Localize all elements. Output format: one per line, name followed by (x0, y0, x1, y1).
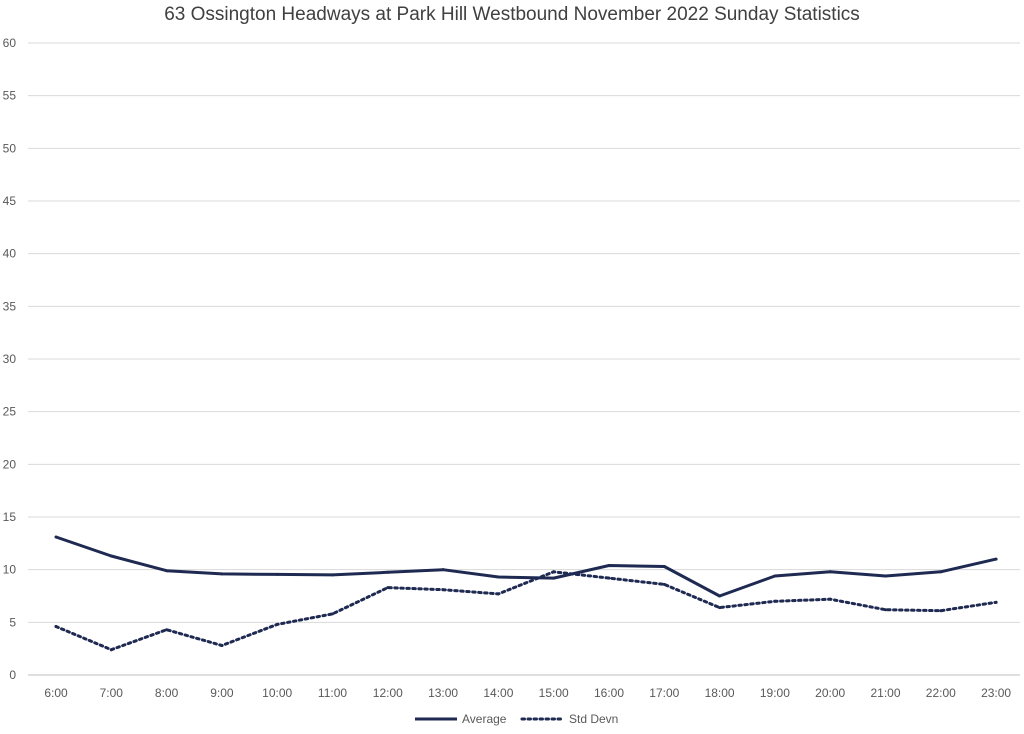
x-tick-label: 23:00 (981, 686, 1011, 700)
x-tick-label: 16:00 (594, 686, 624, 700)
data-point-average (386, 570, 390, 574)
data-point-std-devn (165, 628, 169, 632)
data-point-average (718, 594, 722, 598)
y-tick-label: 45 (3, 194, 17, 208)
data-point-average (773, 574, 777, 578)
data-point-std-devn (54, 625, 58, 629)
data-point-std-devn (828, 597, 832, 601)
data-point-average (109, 554, 113, 558)
data-point-average (607, 563, 611, 567)
series-line-std-devn (54, 570, 998, 652)
legend-label-std-devn: Std Devn (569, 712, 618, 726)
data-point-average (662, 565, 666, 569)
x-tick-label: 13:00 (428, 686, 458, 700)
data-point-std-devn (220, 644, 224, 648)
y-tick-label: 5 (9, 615, 16, 629)
data-point-std-devn (607, 576, 611, 580)
x-tick-label: 14:00 (483, 686, 513, 700)
data-point-average (441, 568, 445, 572)
data-point-std-devn (441, 588, 445, 592)
series-line-average (55, 535, 997, 598)
x-tick-label: 21:00 (870, 686, 900, 700)
data-point-std-devn (496, 592, 500, 596)
x-tick-label: 19:00 (760, 686, 790, 700)
data-point-average (939, 570, 943, 574)
data-point-average (828, 570, 832, 574)
data-point-std-devn (275, 622, 279, 626)
data-point-average (54, 535, 58, 539)
data-point-std-devn (718, 606, 722, 610)
x-tick-label: 18:00 (705, 686, 735, 700)
x-tick-label: 12:00 (373, 686, 403, 700)
x-tick-label: 10:00 (262, 686, 292, 700)
x-tick-label: 9:00 (210, 686, 234, 700)
y-tick-label: 55 (3, 89, 17, 103)
data-point-std-devn (552, 570, 556, 574)
x-tick-label: 15:00 (539, 686, 569, 700)
data-point-std-devn (662, 582, 666, 586)
data-point-std-devn (773, 599, 777, 603)
data-point-std-devn (386, 586, 390, 590)
y-tick-label: 0 (9, 668, 16, 682)
data-point-std-devn (994, 600, 998, 604)
x-tick-label: 20:00 (815, 686, 845, 700)
y-tick-label: 40 (3, 247, 17, 261)
y-tick-label: 20 (3, 457, 17, 471)
legend-label-average: Average (462, 712, 507, 726)
x-tick-label: 6:00 (44, 686, 68, 700)
data-point-std-devn (109, 648, 113, 652)
x-tick-label: 17:00 (649, 686, 679, 700)
y-tick-label: 60 (3, 36, 17, 50)
data-point-std-devn (884, 608, 887, 612)
data-point-average (884, 574, 887, 578)
y-tick-label: 35 (3, 299, 17, 313)
data-point-std-devn (331, 612, 334, 616)
data-point-average (220, 572, 224, 576)
y-tick-label: 10 (3, 563, 17, 577)
data-point-average (275, 572, 279, 576)
x-tick-label: 8:00 (155, 686, 179, 700)
data-point-average (552, 576, 556, 580)
data-point-average (331, 573, 334, 577)
data-point-std-devn (939, 609, 943, 613)
data-point-average (165, 569, 169, 573)
data-point-average (994, 557, 998, 561)
chart-title: 63 Ossington Headways at Park Hill Westb… (164, 4, 860, 25)
data-point-average (496, 575, 500, 579)
x-tick-label: 11:00 (318, 686, 347, 700)
x-tick-label: 22:00 (926, 686, 956, 700)
y-tick-label: 50 (3, 141, 17, 155)
y-tick-label: 30 (3, 352, 17, 366)
y-tick-label: 15 (3, 510, 17, 524)
x-tick-label: 7:00 (100, 686, 124, 700)
y-tick-label: 25 (3, 405, 17, 419)
